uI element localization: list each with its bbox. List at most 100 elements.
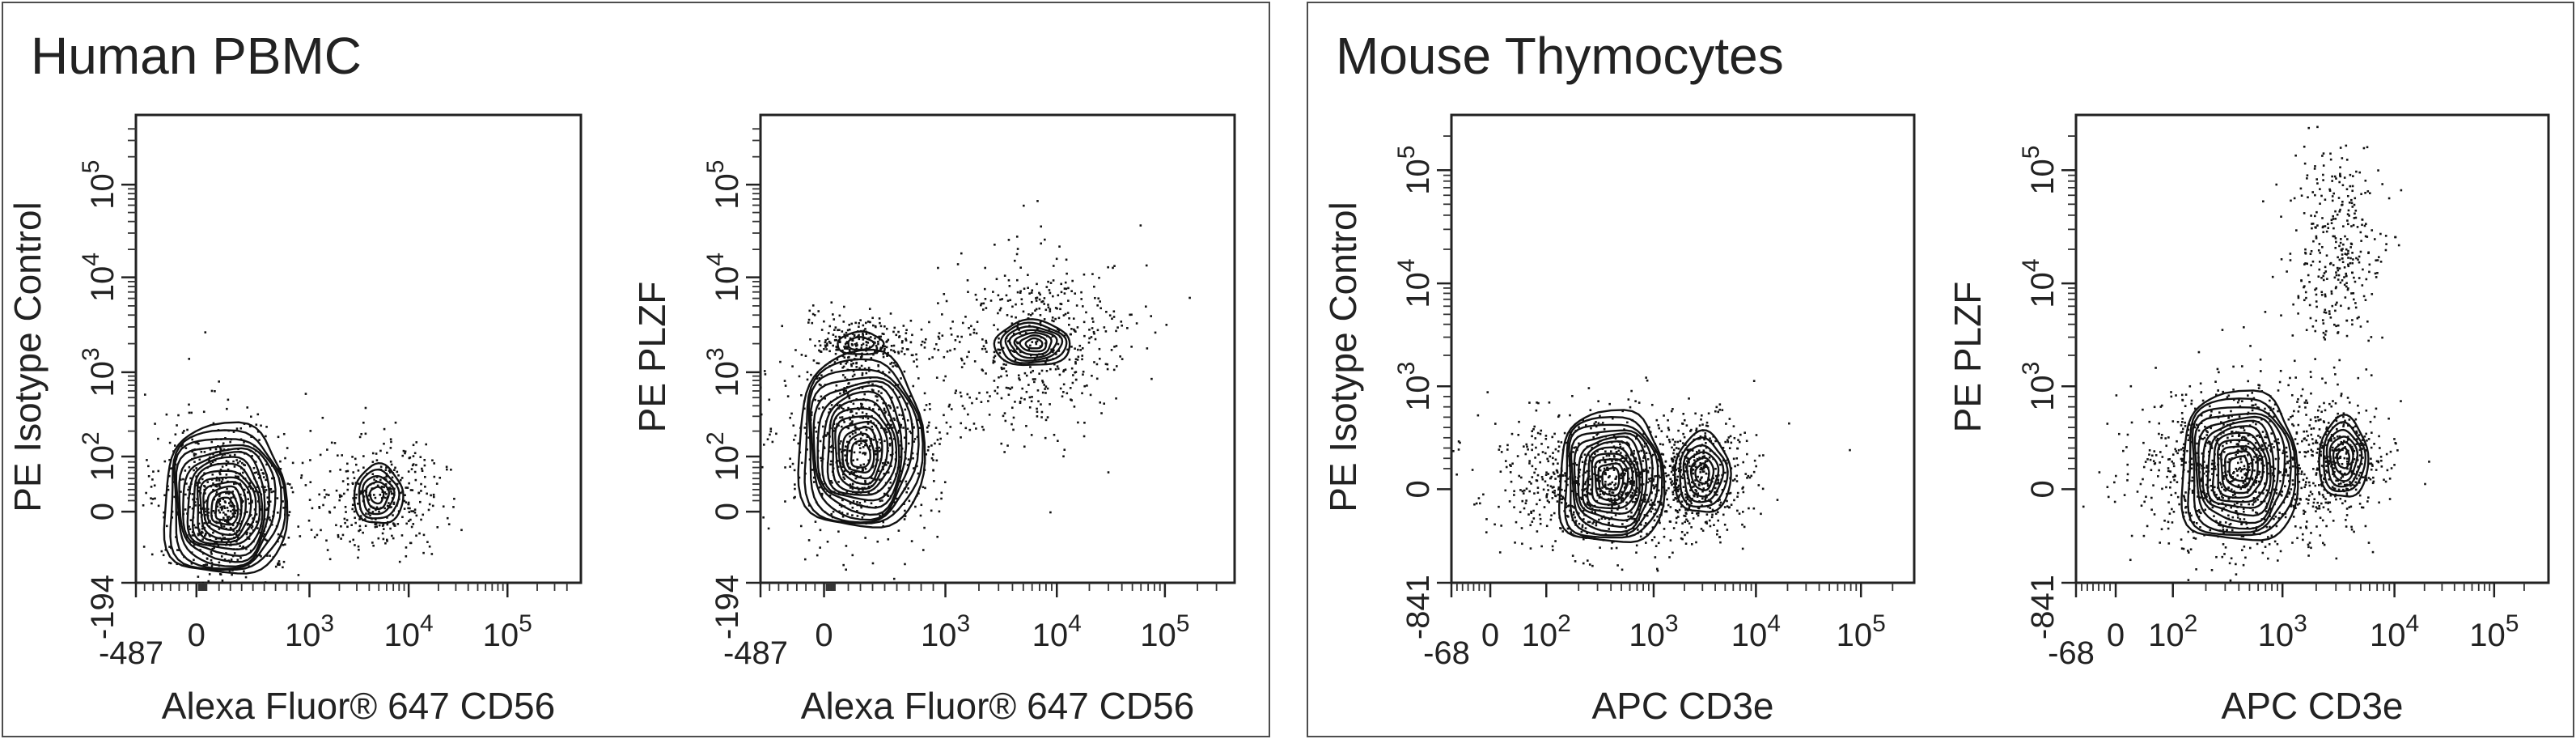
event-dot — [2210, 447, 2214, 449]
event-dot — [1685, 424, 1688, 427]
event-dot — [848, 355, 850, 359]
event-dot — [400, 477, 404, 479]
event-dot — [2310, 448, 2313, 452]
event-dot — [1597, 487, 1599, 491]
event-dot — [1547, 460, 1550, 463]
contour-line — [1581, 440, 1641, 515]
event-dot — [311, 507, 314, 510]
event-dot — [236, 558, 239, 561]
event-dot — [858, 451, 862, 454]
event-dot — [327, 494, 330, 496]
event-dot — [1044, 238, 1046, 241]
event-dot — [1623, 468, 1626, 470]
event-dot — [2311, 438, 2314, 440]
event-dot — [2200, 512, 2202, 515]
event-dot — [426, 541, 429, 543]
event-dot — [1736, 447, 1739, 450]
event-dot — [262, 473, 265, 475]
contour-line — [831, 407, 894, 494]
event-dot — [1553, 490, 1556, 492]
event-dot — [842, 473, 845, 476]
event-dot — [1699, 471, 1702, 474]
event-dot — [1082, 373, 1084, 376]
event-dot — [885, 431, 888, 434]
event-dot — [2343, 483, 2346, 486]
event-dot — [1549, 477, 1552, 480]
event-dot — [1550, 514, 1553, 517]
event-dot — [1608, 454, 1611, 457]
event-dot — [1651, 526, 1654, 529]
event-dot — [2115, 394, 2118, 397]
event-dot — [1603, 467, 1606, 470]
event-dot — [838, 329, 841, 331]
event-dot — [807, 318, 811, 321]
event-dot — [2238, 435, 2240, 438]
event-dot — [1646, 471, 1650, 474]
event-dot — [1616, 564, 1619, 567]
event-dot — [2215, 439, 2218, 442]
event-dot — [903, 370, 906, 373]
event-dot — [1020, 298, 1023, 301]
event-dot — [2322, 542, 2324, 545]
event-dot — [762, 516, 765, 519]
event-dot — [1656, 515, 1659, 518]
event-dot — [1046, 416, 1049, 418]
event-dot — [851, 514, 854, 516]
event-dot — [2264, 407, 2266, 410]
event-dot — [864, 467, 867, 470]
event-dot — [282, 544, 285, 546]
event-dot — [818, 486, 821, 489]
event-dot — [943, 414, 945, 417]
event-dot — [229, 510, 232, 513]
event-dot — [1715, 406, 1718, 409]
event-dot — [1010, 315, 1013, 318]
event-dot — [1135, 322, 1138, 325]
contour-line — [353, 461, 405, 525]
event-dot — [316, 533, 319, 537]
event-dot — [1531, 465, 1534, 468]
event-dot — [276, 497, 279, 499]
event-dot — [394, 421, 397, 424]
event-dot — [1691, 449, 1694, 452]
event-dot — [1145, 305, 1147, 308]
event-dot — [151, 478, 154, 481]
event-dot — [849, 435, 851, 438]
event-dot — [2282, 452, 2284, 455]
event-dot — [242, 546, 244, 548]
event-dot — [197, 442, 200, 445]
event-dot — [971, 401, 973, 405]
event-dot — [987, 400, 989, 402]
event-dot — [848, 328, 851, 331]
event-dot — [309, 430, 312, 432]
event-dot — [269, 500, 272, 503]
event-dot — [1001, 298, 1004, 300]
event-dot — [1595, 524, 1598, 527]
event-dot — [146, 459, 148, 461]
event-dot — [841, 515, 845, 518]
event-dot — [1080, 298, 1083, 300]
event-dot — [2153, 406, 2156, 409]
event-dot — [1108, 314, 1112, 316]
event-dot — [1546, 499, 1549, 502]
event-dot — [2222, 496, 2224, 499]
event-dot — [1601, 422, 1604, 424]
event-dot — [2243, 545, 2246, 548]
event-dot — [1681, 537, 1684, 541]
event-dot — [211, 547, 214, 550]
event-dot — [222, 505, 226, 508]
event-dot — [2286, 461, 2290, 465]
event-dot — [351, 503, 354, 507]
event-dot — [1665, 489, 1668, 492]
event-dot — [897, 350, 900, 354]
event-dot — [1695, 490, 1698, 492]
contour-line — [1591, 452, 1634, 506]
event-dot — [892, 350, 895, 352]
event-dot — [2299, 498, 2302, 501]
event-dot — [382, 537, 385, 541]
event-dot — [1037, 400, 1040, 403]
event-dot — [1640, 530, 1643, 533]
event-dot — [2230, 410, 2232, 413]
event-dot — [851, 420, 854, 423]
event-dot — [2180, 421, 2184, 423]
event-dot — [1645, 452, 1648, 455]
